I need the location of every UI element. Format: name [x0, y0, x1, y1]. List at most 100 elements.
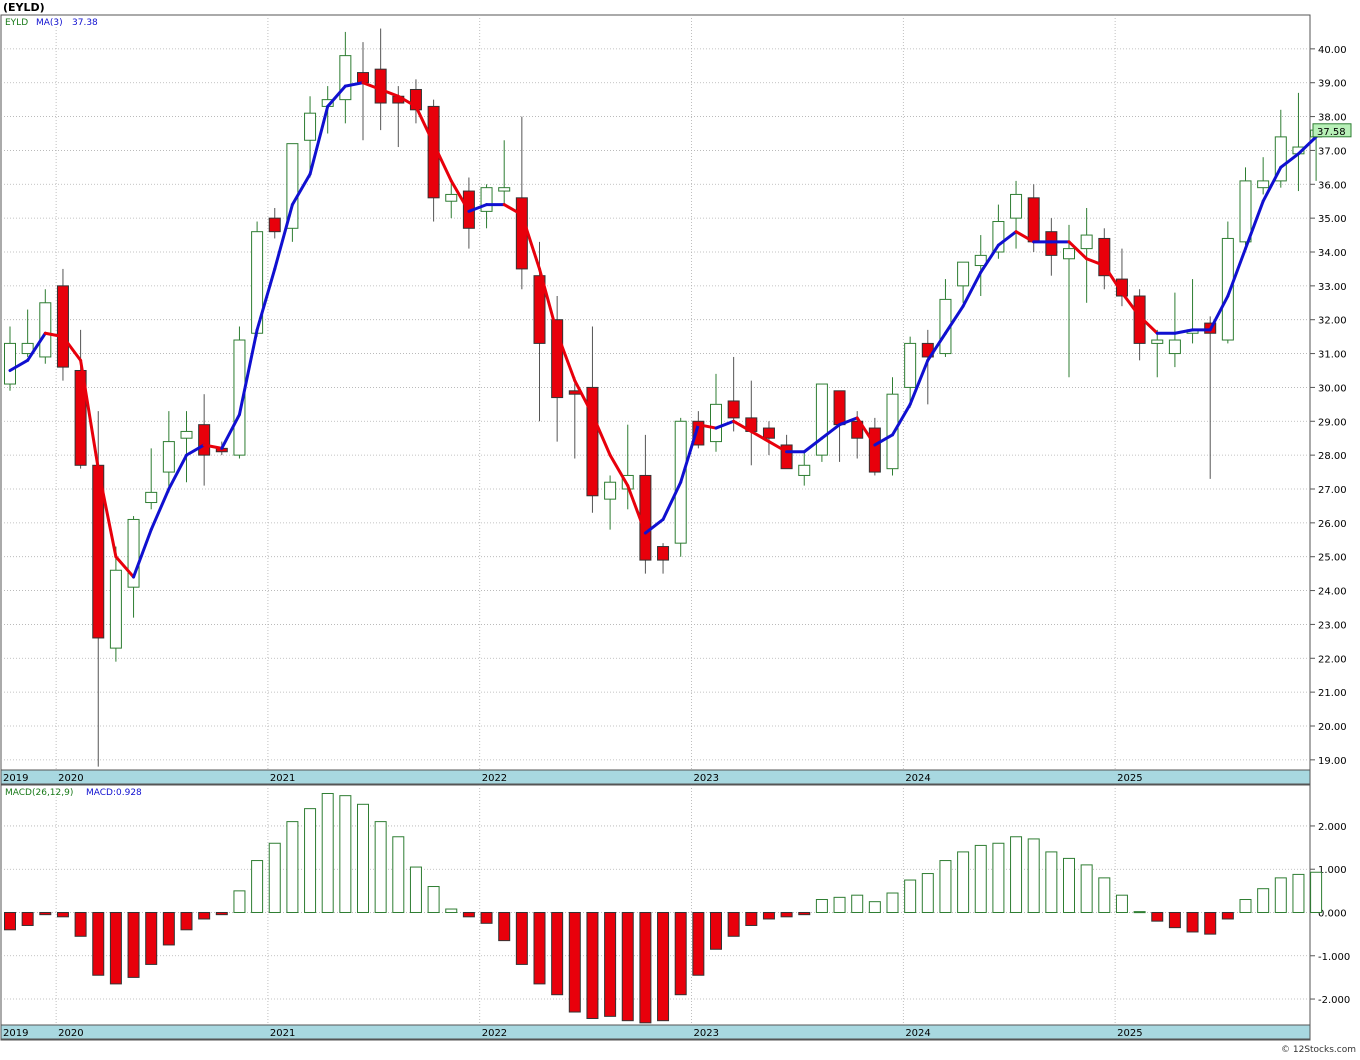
- year-label: 2025: [1117, 1028, 1142, 1039]
- year-label: 2024: [905, 1028, 930, 1039]
- candle: [957, 261, 970, 303]
- price-tick-label: 23.00: [1318, 620, 1347, 631]
- candle-body-down: [74, 369, 87, 466]
- candle-body-up: [1063, 248, 1075, 260]
- candle-body-down: [551, 319, 564, 399]
- candle: [1274, 109, 1287, 188]
- candle: [480, 184, 493, 229]
- year-label: 2019: [3, 1028, 28, 1039]
- ma-segment: [1208, 294, 1230, 332]
- candle-body-up: [1274, 136, 1287, 182]
- macd-vertical-grid: [55, 785, 1116, 1025]
- ma-segment: [202, 443, 224, 450]
- ma-segment: [520, 213, 541, 271]
- ma-segment: [679, 423, 700, 484]
- candle-body-up: [1080, 234, 1093, 250]
- candle: [198, 394, 211, 486]
- candle-body-down: [1098, 237, 1111, 277]
- ma-segment: [96, 467, 118, 559]
- macd-x-labels: 2019 2020 2021 2022 2023 2024 2025: [3, 1028, 1143, 1039]
- candle-body-down: [868, 427, 881, 473]
- price-tick-label: 31.00: [1318, 350, 1347, 361]
- price-tick-label: 35.00: [1318, 214, 1347, 225]
- ma-segment: [1173, 328, 1195, 335]
- last-price-badge: [1312, 123, 1352, 138]
- candle: [798, 451, 811, 486]
- moving-average-line: [8, 81, 1318, 579]
- ma-segment: [1120, 291, 1142, 318]
- candle-body-up: [974, 254, 987, 267]
- macd-bar-positive: [974, 844, 987, 913]
- macd-bar-positive: [939, 860, 952, 913]
- ma-segment: [1279, 152, 1300, 169]
- macd-bar-negative: [568, 911, 581, 1013]
- macd-bar-negative: [780, 911, 793, 918]
- price-tick-label: 20.00: [1318, 722, 1347, 733]
- ma-segment: [414, 104, 436, 146]
- candle-body-up: [339, 55, 352, 101]
- macd-bar-positive: [1274, 877, 1287, 913]
- year-label: 2022: [482, 773, 507, 784]
- price-tick-label: 29.00: [1318, 417, 1347, 428]
- candle: [1010, 180, 1023, 249]
- ma-segment: [1244, 199, 1265, 251]
- ma-segment: [643, 517, 665, 535]
- candle: [268, 207, 281, 239]
- ma-segment: [767, 440, 789, 454]
- macd-bar-positive: [886, 892, 899, 913]
- macd-bar-negative: [162, 911, 175, 946]
- macd-bar-negative: [727, 911, 740, 937]
- macd-bar-positive: [1239, 899, 1252, 913]
- price-tick-label: 30.00: [1318, 383, 1347, 394]
- macd-bar-negative: [1221, 911, 1234, 920]
- macd-bar-negative: [1168, 911, 1181, 929]
- ma-segment: [608, 453, 630, 488]
- ma-segment: [432, 142, 453, 183]
- candle-body-up: [109, 569, 122, 649]
- candle-body-down: [833, 390, 846, 426]
- ma-segment: [1067, 240, 1089, 261]
- macd-bar-positive: [392, 836, 405, 913]
- candle: [4, 326, 16, 391]
- macd-bar-negative: [1186, 911, 1199, 933]
- candle: [657, 543, 670, 574]
- year-label: 2024: [905, 773, 930, 784]
- candle-body-up: [1010, 193, 1023, 219]
- macd-bar-negative: [56, 911, 69, 918]
- ma-segment: [820, 423, 842, 440]
- candle-body-down: [1045, 231, 1058, 256]
- macd-bar-negative: [710, 911, 722, 950]
- macd-bar-positive: [992, 842, 1005, 913]
- macd-bar-negative: [692, 911, 705, 976]
- ma-segment: [255, 267, 277, 332]
- macd-bar-negative: [92, 911, 105, 976]
- ma-segment: [1261, 165, 1283, 203]
- candle: [162, 411, 175, 493]
- macd-bar-negative: [127, 911, 140, 978]
- macd-bar-negative: [462, 911, 475, 918]
- candle: [286, 143, 299, 242]
- macd-bar-negative: [639, 911, 652, 1024]
- ma-segment: [590, 413, 612, 457]
- macd-bar-positive: [851, 894, 864, 913]
- candle: [604, 475, 617, 530]
- ma-segment: [396, 94, 418, 108]
- candle: [56, 268, 69, 381]
- macd-bar-positive: [1098, 877, 1111, 913]
- ma-segment: [555, 331, 577, 383]
- price-tick-label: 39.00: [1318, 79, 1347, 90]
- macd-bar-negative: [798, 911, 811, 916]
- macd-bar-positive: [357, 803, 369, 913]
- candle: [74, 329, 87, 469]
- candle-body-down: [657, 546, 670, 561]
- candle-body-up: [1168, 339, 1181, 355]
- ma-segment: [220, 413, 241, 450]
- macd-bar-negative: [74, 911, 87, 937]
- candle: [710, 373, 722, 452]
- ma-segment: [961, 270, 983, 308]
- candle: [145, 448, 158, 510]
- candle: [21, 309, 34, 357]
- ma-segment: [573, 379, 594, 417]
- candle-body-up: [498, 187, 511, 192]
- candle: [1151, 329, 1164, 378]
